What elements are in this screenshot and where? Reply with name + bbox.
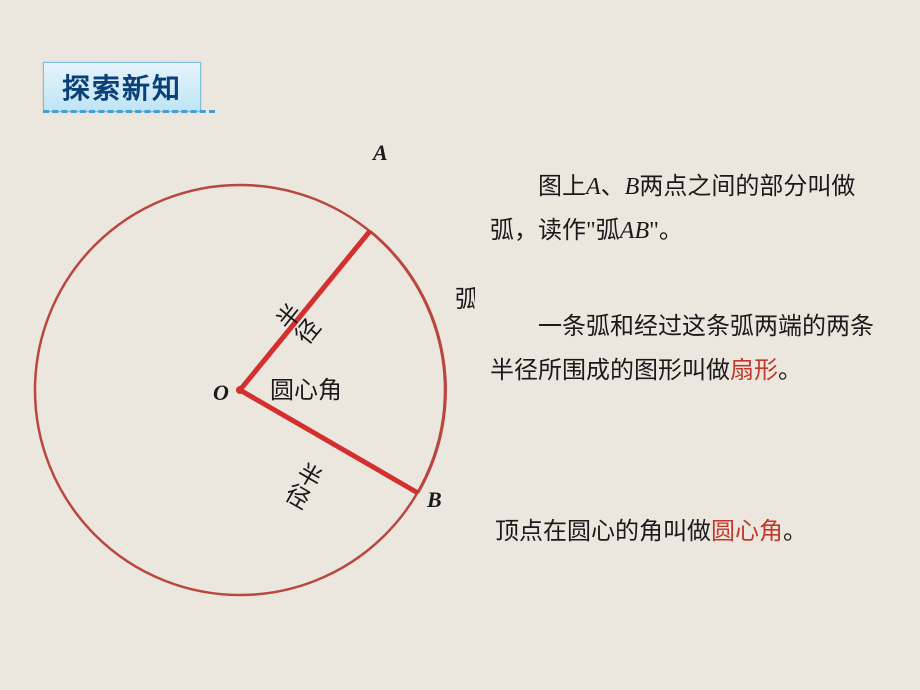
p1-a: A bbox=[586, 174, 601, 200]
radius-oa bbox=[240, 231, 370, 390]
p2-t2: 。 bbox=[778, 358, 802, 384]
paragraph-1: 图上A、B两点之间的部分叫做弧，读作"弧AB"。 bbox=[490, 165, 890, 254]
p1-t1: 图上 bbox=[538, 174, 586, 200]
label-center-angle: 圆心角 bbox=[270, 377, 342, 404]
label-b: B bbox=[426, 487, 442, 512]
p3-highlight: 圆心角 bbox=[711, 519, 783, 545]
p3-t1: 顶点在圆心的角叫做 bbox=[495, 519, 711, 545]
label-o: O bbox=[213, 380, 229, 405]
p1-t3: "。 bbox=[649, 218, 683, 244]
circle-sector-diagram: O A B 半径 半径 圆心角 弧 bbox=[15, 135, 475, 635]
label-arc: 弧 bbox=[455, 286, 475, 313]
p1-b: B bbox=[625, 174, 640, 200]
section-header: 探索新知 bbox=[43, 62, 201, 112]
center-dot bbox=[236, 386, 244, 394]
arc-ab bbox=[370, 231, 446, 493]
label-radius-2: 半径 bbox=[278, 457, 326, 513]
paragraph-3: 顶点在圆心的角叫做圆心角。 bbox=[495, 510, 890, 554]
p3-t2: 。 bbox=[783, 519, 807, 545]
label-a: A bbox=[371, 140, 388, 165]
header-underline bbox=[43, 110, 215, 113]
paragraph-2: 一条弧和经过这条弧两端的两条半径所围成的图形叫做扇形。 bbox=[490, 305, 885, 394]
p1-sep: 、 bbox=[601, 174, 625, 200]
radius-ob bbox=[240, 390, 418, 493]
p2-highlight: 扇形 bbox=[730, 358, 778, 384]
p1-ab: AB bbox=[620, 218, 649, 244]
section-title: 探索新知 bbox=[62, 74, 182, 105]
p2-t1: 一条弧和经过这条弧两端的两条半径所围成的图形叫做 bbox=[490, 314, 874, 384]
